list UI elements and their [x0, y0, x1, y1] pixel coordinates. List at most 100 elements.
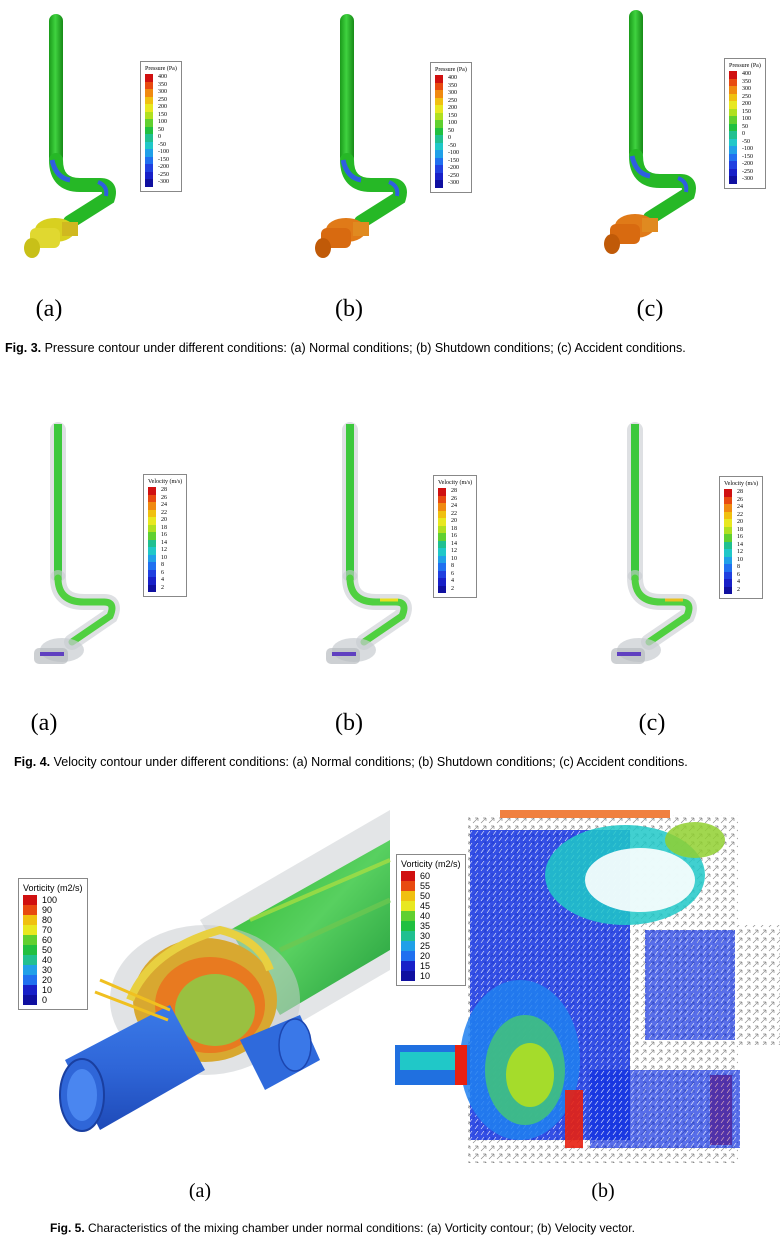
legend-entry: 20: [438, 518, 472, 526]
legend-swatch: [724, 564, 732, 572]
legend-value: 100: [742, 116, 751, 122]
legend-value: 300: [158, 89, 167, 95]
legend-entry: 24: [724, 504, 758, 512]
legend-value: 6: [451, 570, 454, 577]
legend-swatch: [435, 75, 443, 83]
legend-swatch: [148, 509, 156, 517]
legend-entry: 100: [729, 116, 761, 124]
legend-swatch: [401, 871, 415, 881]
legend-value: 400: [158, 74, 167, 80]
legend-entry: 100: [145, 119, 177, 127]
legend-title: Vorticity (m2/s): [401, 859, 461, 869]
legend-entry: 18: [438, 525, 472, 533]
legend-value: 25: [420, 941, 431, 951]
legend-value: 14: [737, 541, 743, 548]
legend-swatch: [401, 971, 415, 981]
legend-entry: -250: [145, 171, 177, 179]
legend-entry: 28: [148, 487, 182, 495]
legend-value: 200: [158, 104, 167, 110]
legend-entry: 26: [148, 494, 182, 502]
legend-value: 350: [448, 82, 457, 89]
legend-swatch: [729, 138, 737, 146]
legend-entry: 350: [435, 82, 467, 90]
legend-value: 8: [737, 564, 740, 570]
legend-value: 0: [42, 995, 48, 1005]
legend-entry: 10: [401, 971, 461, 981]
legend-swatch: [145, 89, 153, 97]
legend-value: -300: [158, 179, 169, 185]
legend-value: -50: [742, 138, 750, 145]
legend-swatch: [729, 146, 737, 154]
legend-swatch: [401, 891, 415, 901]
caption-label: Fig. 3.: [5, 341, 42, 355]
caption-label: Fig. 4.: [14, 755, 51, 769]
legend-swatch: [435, 172, 443, 180]
legend-swatch: [401, 941, 415, 951]
legend-swatch: [724, 541, 732, 549]
legend-value: 200: [742, 101, 751, 107]
legend-value: -250: [448, 172, 459, 179]
legend-swatch: [435, 105, 443, 113]
legend-rows: 60 55 50 45 40 35 30 25 20 15 10: [401, 871, 461, 981]
legend-swatch: [435, 120, 443, 128]
legend-entry: -200: [729, 161, 761, 169]
legend-value: 18: [737, 526, 743, 533]
legend-value: 15: [420, 961, 431, 971]
legend-value: 28: [737, 489, 743, 495]
legend-entry: -250: [435, 172, 467, 180]
legend-value: 18: [451, 525, 457, 532]
legend-swatch: [729, 93, 737, 101]
legend-swatch: [148, 494, 156, 502]
legend-swatch: [724, 504, 732, 512]
legend-entry: 25: [401, 941, 461, 951]
legend-entry: 6: [438, 570, 472, 578]
legend-entry: 60: [401, 871, 461, 881]
legend-entry: 50: [435, 127, 467, 135]
legend-value: 10: [42, 985, 53, 995]
legend-swatch: [148, 554, 156, 562]
legend-value: 90: [42, 905, 53, 915]
figure-3-caption: Fig. 3. Pressure contour under different…: [5, 341, 686, 355]
legend-value: 20: [420, 951, 431, 961]
legend-value: 100: [158, 119, 167, 125]
legend-entry: 12: [148, 547, 182, 555]
legend-swatch: [145, 111, 153, 119]
legend-value: 300: [742, 86, 751, 92]
legend-swatch: [729, 131, 737, 139]
legend-value: 0: [448, 135, 451, 141]
legend-swatch: [23, 965, 37, 975]
legend-value: 2: [737, 586, 740, 593]
legend-entry: 300: [729, 86, 761, 94]
legend-value: -50: [448, 142, 456, 149]
legend-value: 2: [161, 584, 164, 591]
legend-value: 22: [451, 510, 457, 517]
panel-label-a: (a): [30, 710, 58, 736]
legend-entry: 10: [438, 555, 472, 563]
legend-swatch: [148, 562, 156, 570]
legend-swatch: [401, 931, 415, 941]
legend-entry: 8: [724, 564, 758, 572]
legend-entry: 200: [145, 104, 177, 112]
legend-entry: 16: [148, 532, 182, 540]
legend-entry: 0: [435, 135, 467, 143]
legend-value: 28: [451, 488, 457, 494]
legend-entry: 400: [145, 74, 177, 82]
legend-value: 100: [42, 895, 58, 905]
legend-value: 250: [742, 93, 751, 100]
legend-entry: 4: [438, 578, 472, 586]
legend-entry: 18: [148, 524, 182, 532]
caption-text: Characteristics of the mixing chamber un…: [84, 1221, 635, 1235]
legend-title: Pressure (Pa): [729, 63, 761, 69]
legend-value: 40: [42, 955, 53, 965]
legend-value: -50: [158, 141, 166, 148]
legend-entry: 4: [724, 579, 758, 587]
legend-value: 30: [420, 931, 431, 941]
legend-rows: 28 26 24 22 20 18 16 14 12 10 8 6 4 2: [438, 488, 472, 593]
legend-entry: 50: [23, 945, 83, 955]
legend-swatch: [23, 895, 37, 905]
legend-swatch: [724, 534, 732, 542]
legend-entry: 24: [438, 503, 472, 511]
legend-value: 4: [161, 577, 164, 583]
legend-entry: -300: [729, 176, 761, 184]
legend-value: 0: [158, 134, 161, 140]
